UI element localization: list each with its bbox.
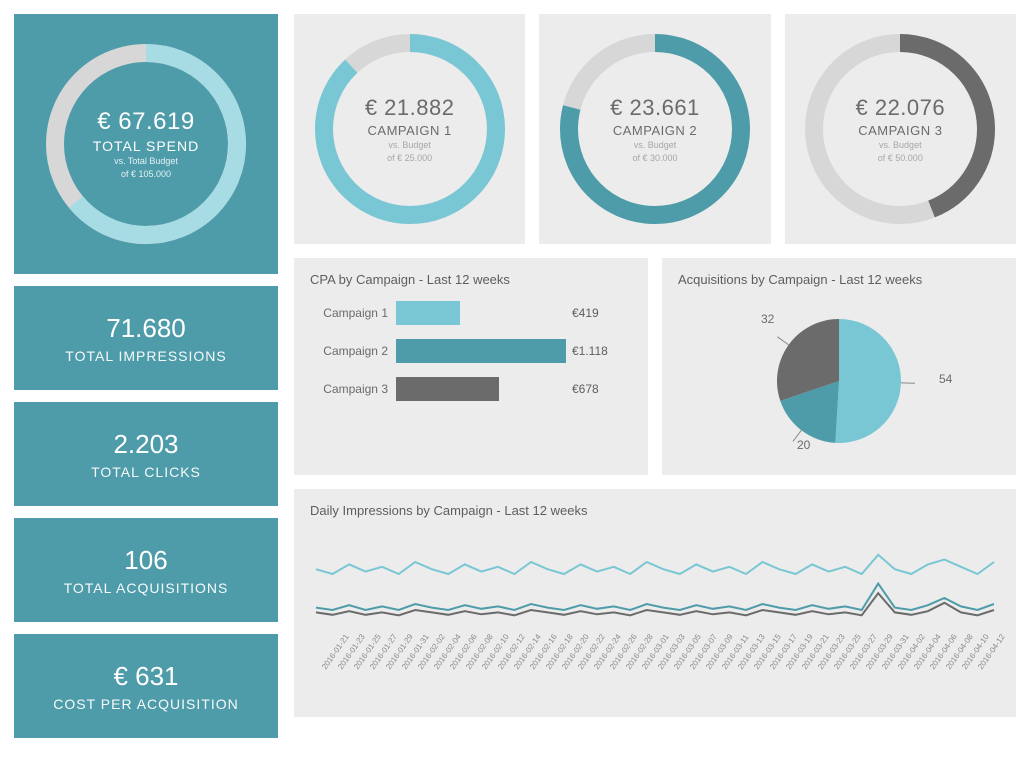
cpa-bar-row-2: Campaign 2 €1.118 xyxy=(310,339,632,363)
cpa-bar-value: €419 xyxy=(572,306,599,320)
metric-label: COST PER ACQUISITION xyxy=(53,696,238,712)
pie-slice-label: 54 xyxy=(939,372,953,386)
metric-tile-2: 106 TOTAL ACQUISITIONS xyxy=(14,518,278,622)
campaign-sub2: of € 50.000 xyxy=(805,153,995,164)
cpa-bar-value: €1.118 xyxy=(572,344,608,358)
metric-tile-0: 71.680 TOTAL IMPRESSIONS xyxy=(14,286,278,390)
cpa-bar-fill xyxy=(396,377,499,401)
cpa-bar-fill xyxy=(396,339,566,363)
total-spend-card: € 67.619 TOTAL SPEND vs. Total Budget of… xyxy=(14,14,278,274)
campaign-value: € 23.661 xyxy=(560,95,750,121)
total-spend-sub2: of € 105.000 xyxy=(46,169,246,180)
line-series xyxy=(316,555,994,574)
daily-impressions-x-axis: 2016-01-212016-01-232016-01-252016-01-27… xyxy=(310,666,1000,675)
campaign-label: CAMPAIGN 3 xyxy=(805,123,995,138)
cpa-bar-fill xyxy=(396,301,460,325)
pie-slice-label: 32 xyxy=(761,312,775,326)
cpa-bar-label: Campaign 1 xyxy=(310,306,396,320)
daily-impressions-title: Daily Impressions by Campaign - Last 12 … xyxy=(310,503,1000,518)
line-series xyxy=(316,584,994,610)
main-content: € 21.882CAMPAIGN 1vs. Budgetof € 25.000€… xyxy=(294,14,1016,758)
acquisitions-panel-title: Acquisitions by Campaign - Last 12 weeks xyxy=(678,272,1000,287)
acquisitions-panel: Acquisitions by Campaign - Last 12 weeks… xyxy=(662,258,1016,475)
cpa-bar-row-3: Campaign 3 €678 xyxy=(310,377,632,401)
daily-impressions-panel: Daily Impressions by Campaign - Last 12 … xyxy=(294,489,1016,717)
campaign-card-2: € 23.661 CAMPAIGN 2 vs. Budget of € 30.000 xyxy=(539,14,770,244)
pie-slice xyxy=(835,319,901,443)
metric-label: TOTAL CLICKS xyxy=(91,464,201,480)
campaign-sub1: vs. Budget xyxy=(315,140,505,151)
campaign-card-1: € 21.882 CAMPAIGN 1 vs. Budget of € 25.000 xyxy=(294,14,525,244)
campaign-label: CAMPAIGN 2 xyxy=(560,123,750,138)
campaign-sub1: vs. Budget xyxy=(805,140,995,151)
total-spend-label: TOTAL SPEND xyxy=(46,138,246,154)
metric-tile-1: 2.203 TOTAL CLICKS xyxy=(14,402,278,506)
campaign-sub2: of € 30.000 xyxy=(560,153,750,164)
total-spend-value: € 67.619 xyxy=(46,108,246,136)
cpa-panel: CPA by Campaign - Last 12 weeks Campaign… xyxy=(294,258,648,475)
cpa-bar-label: Campaign 3 xyxy=(310,382,396,396)
acquisitions-pie-chart: 54 20 32 xyxy=(679,301,999,461)
campaign-value: € 22.076 xyxy=(805,95,995,121)
total-spend-sub1: vs. Total Budget xyxy=(46,156,246,167)
cpa-panel-title: CPA by Campaign - Last 12 weeks xyxy=(310,272,632,287)
campaign-sub2: of € 25.000 xyxy=(315,153,505,164)
campaign-value: € 21.882 xyxy=(315,95,505,121)
metric-tile-3: € 631 COST PER ACQUISITION xyxy=(14,634,278,738)
metric-value: 106 xyxy=(124,545,167,576)
campaign-card-3: € 22.076 CAMPAIGN 3 vs. Budget of € 50.000 xyxy=(785,14,1016,244)
cpa-bar-label: Campaign 2 xyxy=(310,344,396,358)
metric-value: 71.680 xyxy=(106,313,186,344)
pie-slice-label: 20 xyxy=(797,438,811,452)
cpa-bar-value: €678 xyxy=(572,382,599,396)
campaign-sub1: vs. Budget xyxy=(560,140,750,151)
metric-label: TOTAL ACQUISITIONS xyxy=(64,580,229,596)
metric-value: 2.203 xyxy=(113,429,178,460)
daily-impressions-line-chart xyxy=(310,532,1000,652)
metric-label: TOTAL IMPRESSIONS xyxy=(65,348,226,364)
campaign-label: CAMPAIGN 1 xyxy=(315,123,505,138)
cpa-bar-row-1: Campaign 1 €419 xyxy=(310,301,632,325)
sidebar: € 67.619 TOTAL SPEND vs. Total Budget of… xyxy=(14,14,278,758)
metric-value: € 631 xyxy=(113,661,178,692)
campaign-cards-row: € 21.882CAMPAIGN 1vs. Budgetof € 25.000€… xyxy=(294,14,1016,244)
